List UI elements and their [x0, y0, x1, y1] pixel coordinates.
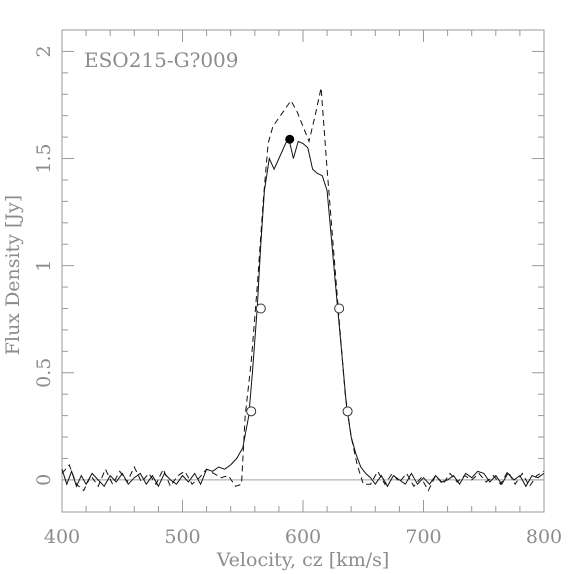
width-marker: [255, 303, 266, 314]
y-tick-label: 1.5: [33, 143, 55, 173]
y-axis-label: Flux Density [Jy]: [2, 195, 24, 355]
width-marker: [334, 303, 345, 314]
y-tick-label: 1: [33, 260, 55, 272]
x-axis-label: Velocity, cz [km/s]: [216, 549, 390, 571]
x-tick-label: 800: [526, 526, 562, 548]
y-tick-label: 0: [33, 474, 55, 486]
x-tick-label: 700: [405, 526, 441, 548]
series-layer: [61, 87, 545, 492]
y-tick-label: 2: [33, 45, 55, 57]
tick-labels: 400 500 600 700 800 0 0.5 1 1.5 2: [33, 45, 562, 548]
series-line-dashed: [61, 87, 545, 492]
x-tick-label: 500: [164, 526, 200, 548]
series-line-solid: [61, 135, 545, 488]
marker-layer: [246, 134, 353, 417]
chart-title: ESO215-G?009: [84, 48, 239, 72]
width-marker: [342, 406, 353, 417]
x-tick-label: 400: [44, 526, 80, 548]
y-tick-label: 0.5: [33, 358, 55, 388]
tick-marks: [61, 30, 545, 512]
peak-marker: [285, 134, 295, 144]
plot-frame: [61, 29, 545, 513]
x-tick-label: 600: [285, 526, 321, 548]
width-marker: [246, 406, 257, 417]
